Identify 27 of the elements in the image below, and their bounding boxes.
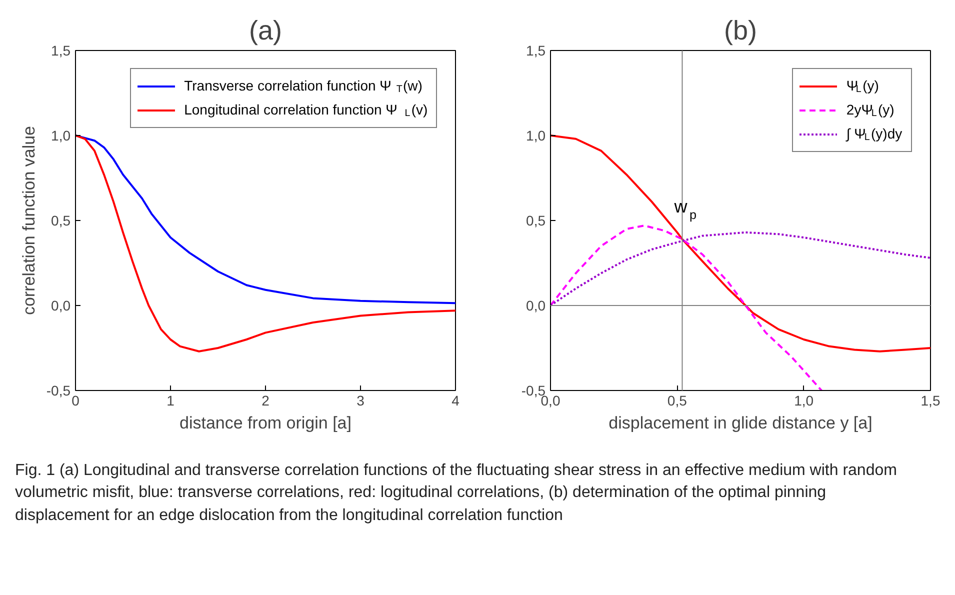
- y-tick-label: -0,5: [521, 382, 546, 398]
- x-tick-label: 3: [356, 392, 365, 408]
- line-series: [550, 224, 823, 390]
- line-series: [76, 134, 456, 352]
- y-tick-label: -0,5: [46, 382, 71, 398]
- y-tick-label: 0,5: [51, 212, 71, 228]
- y-tick-label: 0,0: [526, 298, 546, 314]
- y-tick-label: 0,0: [51, 298, 71, 314]
- x-axis-title: displacement in glide distance y [a]: [608, 414, 872, 432]
- line-series: [550, 231, 930, 306]
- y-tick-label: 0,5: [526, 212, 546, 228]
- x-tick-label: 1,0: [794, 392, 814, 408]
- x-tick-label: 0,5: [667, 392, 688, 408]
- y-tick-label: 1,0: [51, 128, 71, 144]
- y-tick-label: 1,0: [526, 128, 546, 144]
- x-tick-label: 4: [452, 392, 460, 408]
- x-tick-label: 0: [72, 392, 80, 408]
- chart-title: (a): [249, 16, 282, 46]
- caption: Fig. 1 (a) Longitudinal and transverse correlation functions of the fluctuating shear stress in an effective medium with random volumetric misfit, blue: transverse correlations, red: logitudinal correlations, (b) determination of the optimal pinning displacement for an edge dislocation from the longitudinal correlation function: [15, 461, 898, 526]
- x-tick-label: 1: [166, 392, 175, 408]
- chart-title: (b): [724, 16, 757, 46]
- x-axis-title: distance from origin [a]: [180, 414, 352, 432]
- y-tick-label: 1,5: [526, 42, 546, 58]
- y-axis-title: correlation function value: [19, 126, 38, 315]
- y-tick-label: 1,5: [51, 42, 71, 58]
- x-tick-label: 2: [262, 392, 270, 408]
- x-tick-label: 1,5: [920, 392, 940, 408]
